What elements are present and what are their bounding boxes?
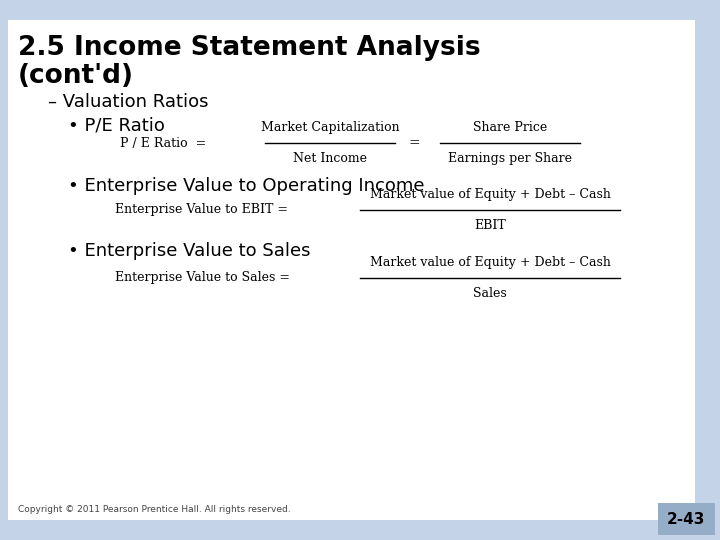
Text: • Enterprise Value to Operating Income: • Enterprise Value to Operating Income: [68, 177, 425, 195]
Text: • Enterprise Value to Sales: • Enterprise Value to Sales: [68, 242, 310, 260]
Text: =: =: [408, 136, 420, 150]
Text: (cont'd): (cont'd): [18, 63, 134, 89]
Text: Earnings per Share: Earnings per Share: [448, 152, 572, 165]
Text: Enterprise Value to Sales =: Enterprise Value to Sales =: [115, 272, 290, 285]
Text: Sales: Sales: [473, 287, 507, 300]
Text: EBIT: EBIT: [474, 219, 506, 232]
Text: Market value of Equity + Debt – Cash: Market value of Equity + Debt – Cash: [369, 256, 611, 269]
Text: Net Income: Net Income: [293, 152, 367, 165]
Text: • P/E Ratio: • P/E Ratio: [68, 116, 165, 134]
Bar: [695, 20, 712, 520]
Text: – Valuation Ratios: – Valuation Ratios: [48, 93, 209, 111]
Bar: [0, 0, 720, 20]
Bar: [0, 520, 720, 540]
Text: Market Capitalization: Market Capitalization: [261, 121, 400, 134]
Text: P / E Ratio  =: P / E Ratio =: [120, 137, 206, 150]
Text: Enterprise Value to EBIT =: Enterprise Value to EBIT =: [115, 204, 288, 217]
Bar: [658, 503, 715, 535]
Text: Copyright © 2011 Pearson Prentice Hall. All rights reserved.: Copyright © 2011 Pearson Prentice Hall. …: [18, 505, 291, 515]
Text: 2-43: 2-43: [667, 511, 705, 526]
Text: Share Price: Share Price: [473, 121, 547, 134]
Text: 2.5 Income Statement Analysis: 2.5 Income Statement Analysis: [18, 35, 481, 61]
Text: Market value of Equity + Debt – Cash: Market value of Equity + Debt – Cash: [369, 188, 611, 201]
